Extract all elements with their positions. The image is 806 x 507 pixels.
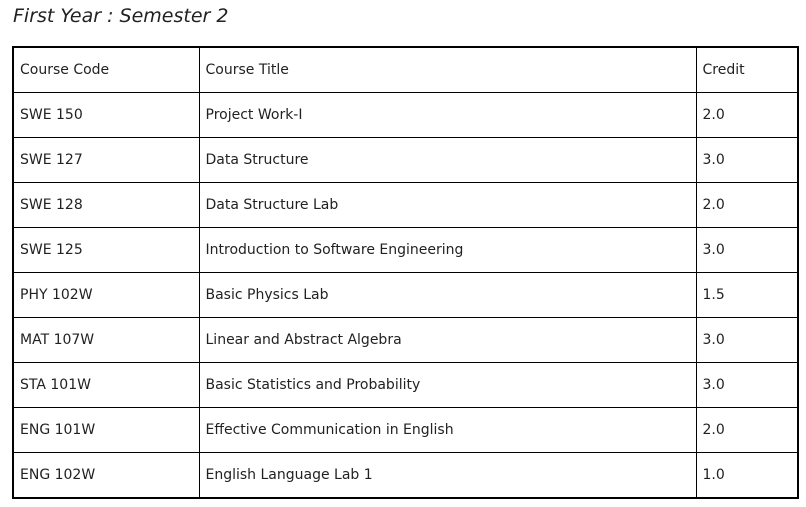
credit-cell: 3.0 — [695, 227, 799, 273]
credit-cell: 2.0 — [695, 182, 799, 228]
table-header-row: Course Code Course Title Credit — [12, 46, 799, 93]
credit-cell: 2.0 — [695, 92, 799, 138]
table-row: SWE 125 Introduction to Software Enginee… — [12, 227, 799, 273]
credit-cell: 2.0 — [695, 407, 799, 453]
semester-heading: First Year : Semester 2 — [13, 5, 229, 27]
table-row: STA 101W Basic Statistics and Probabilit… — [12, 362, 799, 408]
course-title-cell: Project Work-I — [198, 92, 697, 138]
course-code-cell: PHY 102W — [12, 272, 200, 318]
course-title-cell: Data Structure Lab — [198, 182, 697, 228]
credit-cell: 1.5 — [695, 272, 799, 318]
course-code-cell: STA 101W — [12, 362, 200, 408]
course-code-cell: SWE 128 — [12, 182, 200, 228]
table-row: ENG 102W English Language Lab 1 1.0 — [12, 452, 799, 499]
table-row: SWE 150 Project Work-I 2.0 — [12, 92, 799, 138]
table-row: SWE 128 Data Structure Lab 2.0 — [12, 182, 799, 228]
table-row: ENG 101W Effective Communication in Engl… — [12, 407, 799, 453]
course-code-cell: MAT 107W — [12, 317, 200, 363]
course-code-cell: SWE 125 — [12, 227, 200, 273]
table-row: SWE 127 Data Structure 3.0 — [12, 137, 799, 183]
header-credit: Credit — [695, 46, 799, 93]
course-code-cell: SWE 127 — [12, 137, 200, 183]
course-title-cell: English Language Lab 1 — [198, 452, 697, 499]
course-title-cell: Linear and Abstract Algebra — [198, 317, 697, 363]
header-course-code: Course Code — [12, 46, 200, 93]
course-code-cell: SWE 150 — [12, 92, 200, 138]
header-course-title: Course Title — [198, 46, 697, 93]
course-code-cell: ENG 102W — [12, 452, 200, 499]
course-title-cell: Data Structure — [198, 137, 697, 183]
credit-cell: 3.0 — [695, 362, 799, 408]
table-row: PHY 102W Basic Physics Lab 1.5 — [12, 272, 799, 318]
course-table: Course Code Course Title Credit SWE 150 … — [12, 46, 799, 499]
credit-cell: 3.0 — [695, 317, 799, 363]
course-title-cell: Basic Statistics and Probability — [198, 362, 697, 408]
course-code-cell: ENG 101W — [12, 407, 200, 453]
credit-cell: 3.0 — [695, 137, 799, 183]
credit-cell: 1.0 — [695, 452, 799, 499]
table-row: MAT 107W Linear and Abstract Algebra 3.0 — [12, 317, 799, 363]
course-title-cell: Basic Physics Lab — [198, 272, 697, 318]
course-title-cell: Introduction to Software Engineering — [198, 227, 697, 273]
course-title-cell: Effective Communication in English — [198, 407, 697, 453]
